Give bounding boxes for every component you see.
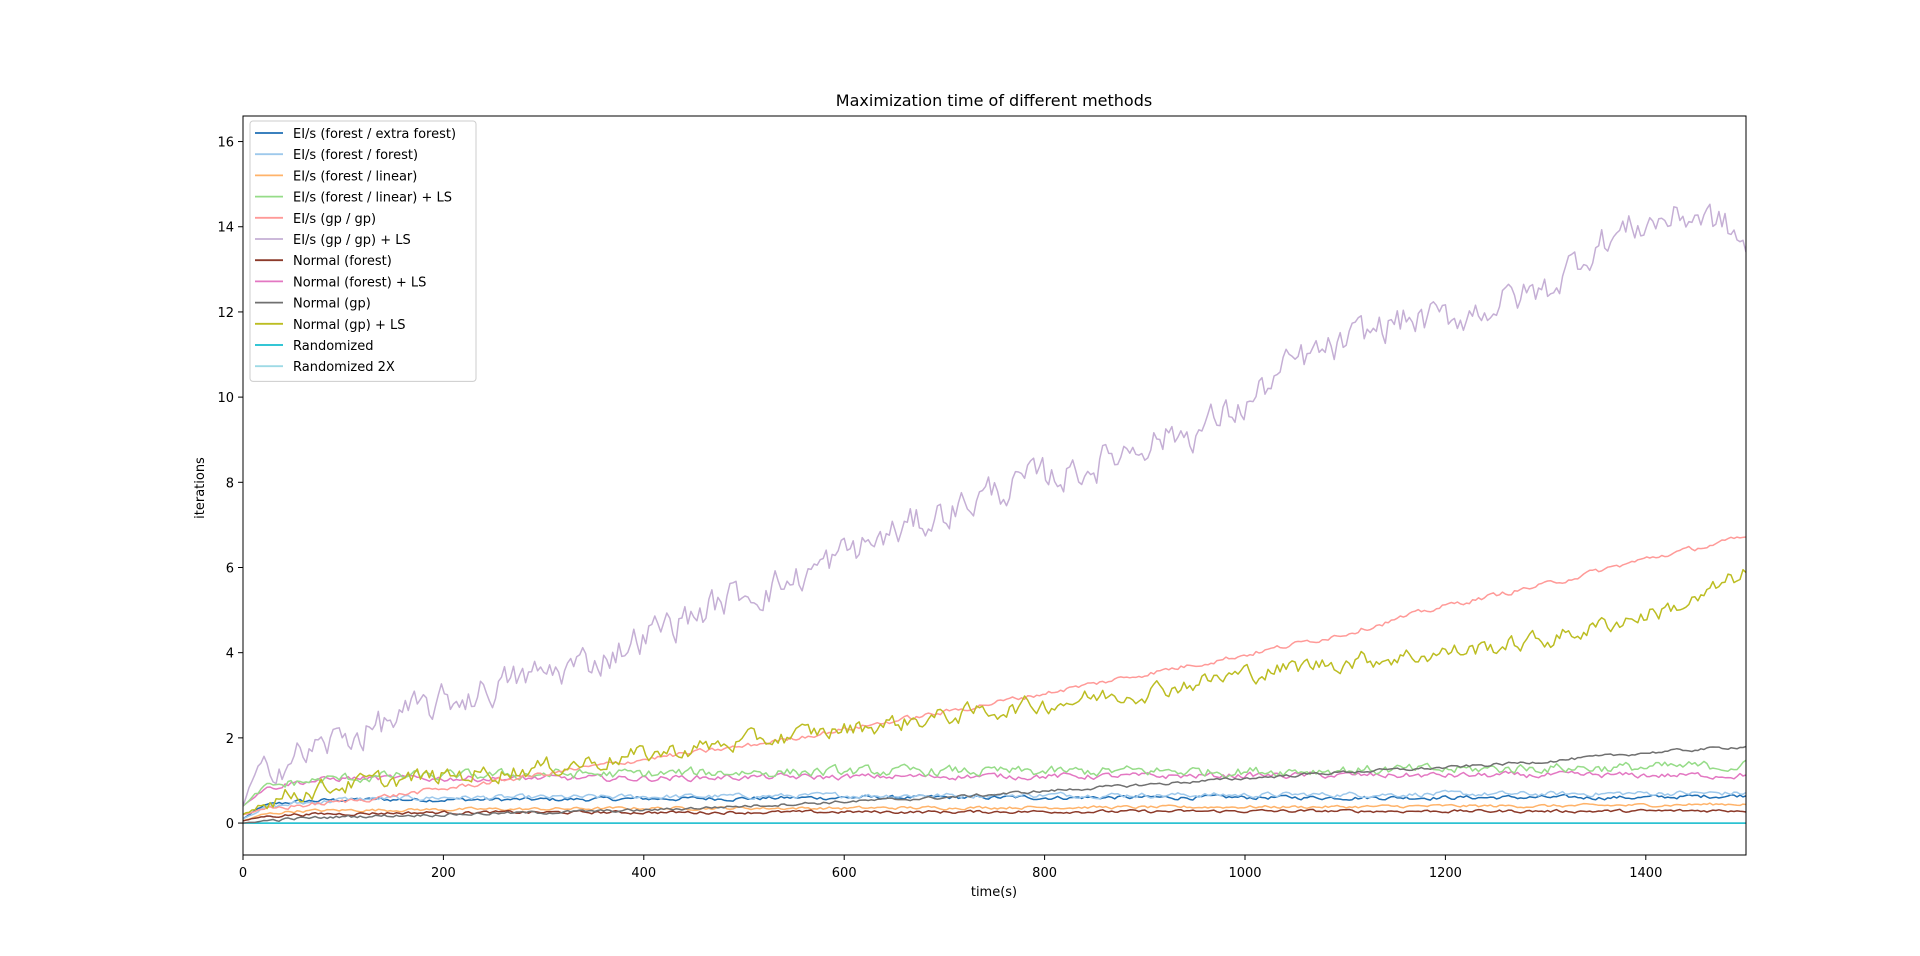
x-tick-label: 1200 [1429,866,1462,881]
legend-label: EI/s (forest / linear) + LS [293,191,452,206]
legend-label: EI/s (gp / gp) + LS [293,233,411,248]
y-tick-label: 10 [217,391,234,406]
x-tick-label: 800 [1032,866,1057,881]
series-line [243,536,1746,816]
series-line [243,759,1746,807]
legend-label: Normal (forest) [293,254,392,269]
series-line [243,802,1746,822]
y-tick-label: 4 [226,647,234,662]
x-axis-label: time(s) [971,885,1017,900]
x-tick-label: 0 [239,866,247,881]
legend-box [249,120,477,382]
legend-label: Normal (gp) [293,297,371,312]
x-tick-label: 600 [832,866,857,881]
y-tick-label: 2 [226,732,234,747]
x-tick-label: 400 [631,866,656,881]
series-line [243,770,1746,807]
series-line [243,568,1746,816]
series-line [243,808,1746,822]
y-tick-label: 0 [226,817,234,832]
x-tick-label: 200 [431,866,456,881]
chart-title: Maximization time of different methods [836,91,1152,110]
x-tick-label: 1400 [1629,866,1662,881]
y-tick-label: 12 [217,306,234,321]
legend-label: EI/s (gp / gp) [293,212,376,227]
legend: EI/s (forest / extra forest) EI/s (forest… [249,120,477,382]
plot-frame [242,115,1747,856]
series-line [243,793,1746,820]
y-axis-label: iterations [193,457,208,519]
series-layer [243,203,1746,824]
legend-label: Normal (forest) + LS [293,275,426,290]
series-line [243,203,1746,807]
x-tick-label: 1000 [1228,866,1261,881]
ticks-layer: 0 200 400 600 800 1000 1200 1400 0 2 4 6 8 10 12 14 16 [217,136,1662,881]
legend-label: Normal (gp) + LS [293,318,405,333]
legend-label: EI/s (forest / extra forest) [293,127,456,142]
series-line [243,745,1746,824]
legend-label: EI/s (forest / linear) [293,169,417,184]
y-tick-label: 6 [226,561,234,576]
legend-label: Randomized [293,339,374,354]
y-tick-label: 8 [226,476,234,491]
y-tick-label: 16 [217,136,234,151]
y-tick-label: 14 [217,221,234,236]
legend-label: Randomized 2X [293,360,395,375]
legend-label: EI/s (forest / forest) [293,148,418,163]
